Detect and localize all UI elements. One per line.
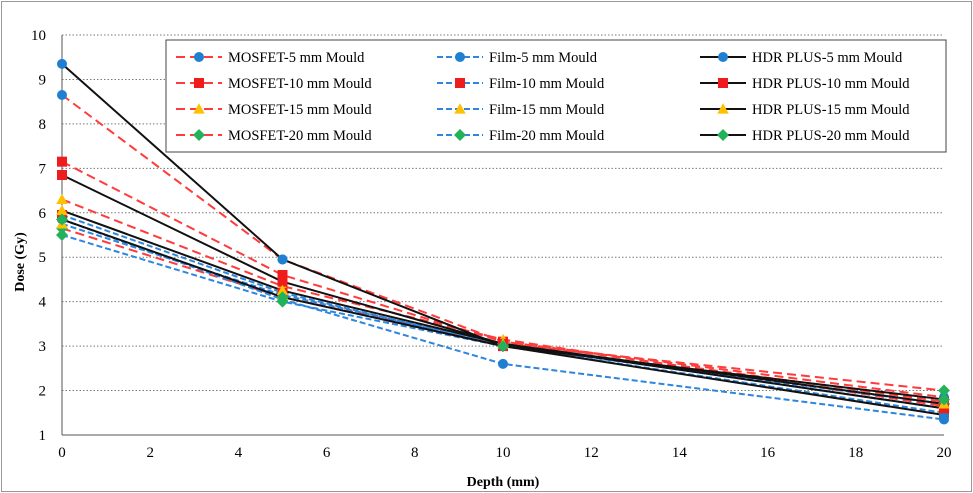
x-axis-title: Depth (mm)	[467, 475, 540, 490]
x-tick-label: 4	[235, 445, 243, 461]
x-tick-label: 16	[760, 445, 776, 461]
y-tick-label: 10	[31, 28, 46, 44]
legend-marker	[718, 52, 728, 62]
series-line	[61, 174, 945, 410]
legend-label: Film-10 mm Mould	[489, 76, 605, 92]
x-tick-label: 20	[937, 445, 952, 461]
series-line	[61, 227, 945, 392]
data-point	[277, 254, 288, 265]
legend-label: MOSFET-15 mm Mould	[228, 102, 372, 118]
series-line	[61, 63, 945, 416]
legend: MOSFET-5 mm Mould MOSFET-10 mm Mould MOSFE…	[165, 39, 947, 153]
data-point	[57, 156, 67, 167]
y-axis-title: Dose (Gy)	[13, 232, 28, 292]
legend-box	[165, 39, 947, 153]
legend-label: MOSFET-5 mm Mould	[228, 50, 365, 66]
legend-marker	[717, 129, 729, 141]
legend-marker	[193, 129, 205, 141]
data-point	[497, 340, 509, 353]
y-tick-label: 7	[39, 161, 47, 177]
data-point	[276, 284, 289, 296]
legend-label: HDR PLUS-5 mm Mould	[752, 50, 903, 66]
data-point	[938, 384, 950, 397]
data-point	[57, 90, 67, 100]
y-tick-labels: 1 2 3 4 5 6 7 8 9 10	[31, 28, 47, 444]
x-tick-label: 6	[323, 445, 331, 461]
legend-marker	[718, 78, 728, 88]
y-tick-label: 5	[39, 250, 47, 266]
legend-label: HDR PLUS-15 mm Mould	[752, 102, 910, 118]
legend-marker	[455, 78, 465, 88]
x-tick-label: 14	[672, 445, 688, 461]
data-point	[277, 276, 288, 287]
legend-label: HDR PLUS-20 mm Mould	[752, 128, 910, 144]
series-line	[61, 218, 945, 401]
series-line	[61, 198, 945, 408]
series-line	[61, 209, 945, 405]
data-point	[498, 358, 508, 369]
data-point	[938, 393, 950, 406]
x-tick-label: 0	[58, 445, 66, 461]
legend-label: HDR PLUS-10 mm Mould	[752, 76, 910, 92]
legend-label: MOSFET-20 mm Mould	[228, 128, 372, 144]
data-point	[276, 291, 289, 304]
x-tick-label: 8	[411, 445, 419, 461]
data-point	[56, 213, 68, 226]
series-markers	[56, 58, 950, 425]
y-tick-label: 2	[39, 384, 47, 400]
series-line	[61, 234, 945, 405]
data-point	[56, 193, 68, 205]
data-point	[56, 229, 68, 241]
y-tick-label: 4	[39, 295, 47, 311]
data-point	[277, 270, 288, 280]
data-point	[56, 204, 68, 216]
legend-marker	[194, 52, 204, 62]
legend-label: Film-15 mm Mould	[489, 102, 605, 118]
data-point	[57, 170, 67, 180]
legend-marker	[194, 78, 204, 88]
legend-marker	[193, 103, 205, 114]
data-point	[57, 58, 67, 69]
series-line	[61, 94, 945, 399]
y-tick-label: 3	[39, 339, 47, 355]
series-line	[61, 218, 945, 421]
series-lines	[61, 63, 945, 421]
legend-marker	[454, 129, 466, 141]
y-tick-label: 8	[39, 117, 47, 133]
x-tick-label: 12	[584, 445, 599, 461]
x-tick-label: 18	[848, 445, 863, 461]
x-tick-label: 2	[146, 445, 154, 461]
y-tick-label: 6	[39, 206, 47, 222]
legend-label: Film-5 mm Mould	[489, 50, 598, 66]
legend-marker	[454, 103, 466, 114]
legend-label: MOSFET-10 mm Mould	[228, 76, 372, 92]
legend-marker	[717, 103, 729, 114]
y-tick-label: 1	[39, 428, 47, 444]
x-tick-label: 10	[496, 445, 511, 461]
y-tick-label: 9	[39, 72, 47, 88]
legend-label: Film-20 mm Mould	[489, 128, 605, 144]
series-line	[61, 160, 945, 403]
legend-marker	[455, 52, 465, 62]
x-tick-labels: 0 2 4 6 8 10 12 14 16 18 20	[58, 445, 951, 461]
